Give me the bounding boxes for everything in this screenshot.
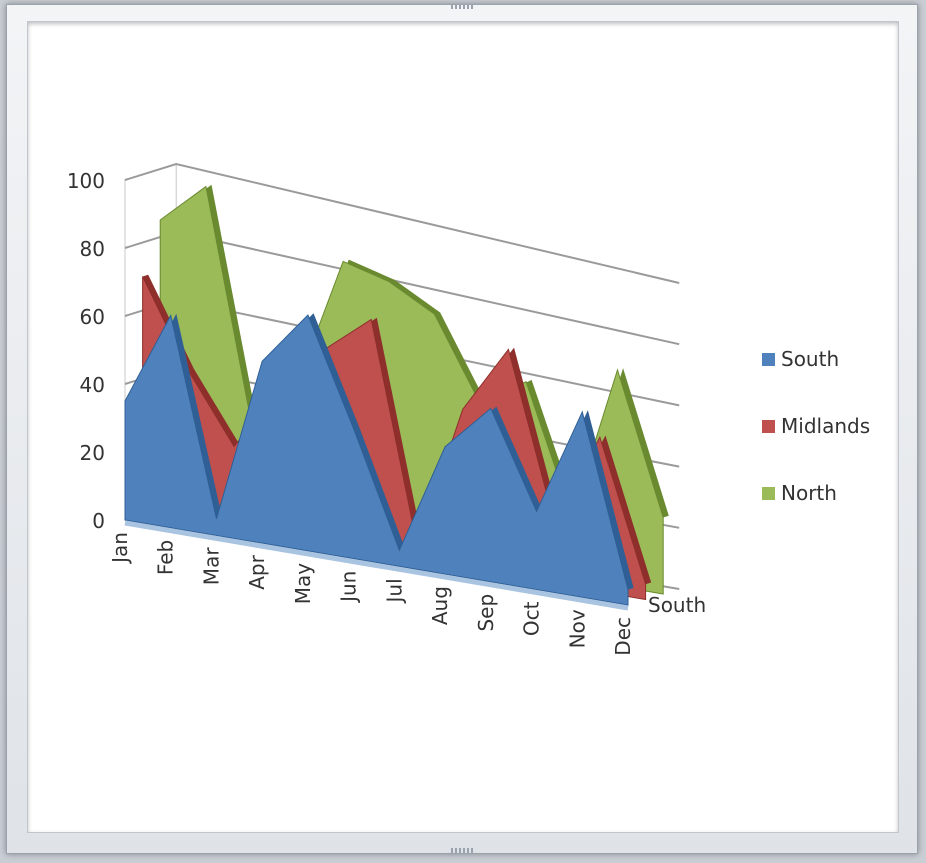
legend-swatch xyxy=(762,419,775,433)
x-tick-label: Mar xyxy=(199,547,223,586)
chart-floor xyxy=(124,520,629,611)
series-layer xyxy=(124,184,669,606)
series-area-south xyxy=(124,314,629,606)
legend-item-midlands: Midlands xyxy=(762,409,912,443)
x-tick-label: Nov xyxy=(565,609,589,648)
y-tick-label: 20 xyxy=(80,441,105,465)
y-tick-label: 100 xyxy=(67,169,105,193)
x-tick-label: Apr xyxy=(245,554,269,589)
legend: South Midlands North xyxy=(762,342,912,543)
legend-label: North xyxy=(781,481,837,505)
x-tick-label: Sep xyxy=(474,594,498,632)
resize-handle-bottom[interactable] xyxy=(451,848,473,853)
legend-label: South xyxy=(781,347,840,371)
legend-swatch xyxy=(762,486,775,500)
x-tick-label: Oct xyxy=(520,601,544,636)
x-tick-label: Dec xyxy=(611,617,635,656)
y-tick-label: 60 xyxy=(80,305,105,329)
legend-swatch xyxy=(762,352,775,366)
resize-handle-top[interactable] xyxy=(451,4,473,9)
legend-item-north: North xyxy=(762,476,912,510)
x-tick-label: Aug xyxy=(428,586,452,625)
y-axis-tick-labels: 0 20 40 60 80 100 xyxy=(67,169,105,533)
x-tick-label: Jan xyxy=(108,532,132,565)
series-edge-midlands xyxy=(142,274,652,585)
gridline xyxy=(124,162,680,284)
floor-edge xyxy=(124,520,629,611)
x-tick-label: May xyxy=(291,563,315,605)
y-tick-label: 40 xyxy=(80,373,105,397)
depth-axis-label: South xyxy=(648,593,706,617)
legend-item-south: South xyxy=(762,342,912,376)
x-tick-label: Feb xyxy=(154,540,178,575)
x-tick-label: Jun xyxy=(337,571,361,604)
y-tick-label: 0 xyxy=(92,509,105,533)
y-tick-label: 80 xyxy=(80,237,105,261)
legend-label: Midlands xyxy=(781,414,871,438)
x-tick-label: Jul xyxy=(382,578,406,604)
x-axis-tick-labels: Jan Feb Mar Apr May Jun Jul Aug Sep Oct Nov Dec xyxy=(108,532,635,656)
